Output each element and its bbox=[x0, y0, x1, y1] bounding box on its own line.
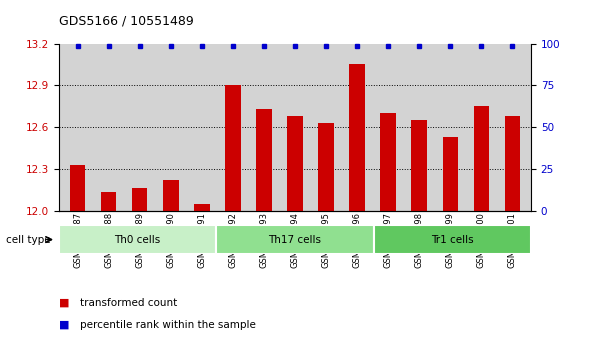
Bar bbox=[225, 85, 241, 211]
Bar bbox=[101, 192, 116, 211]
Bar bbox=[59, 225, 217, 254]
Bar bbox=[163, 180, 179, 211]
Text: cell type: cell type bbox=[6, 234, 51, 245]
Bar bbox=[70, 165, 86, 211]
Text: ■: ■ bbox=[59, 320, 70, 330]
Text: percentile rank within the sample: percentile rank within the sample bbox=[80, 320, 255, 330]
Text: transformed count: transformed count bbox=[80, 298, 177, 308]
Bar bbox=[474, 106, 489, 211]
Bar bbox=[349, 65, 365, 211]
Bar bbox=[256, 109, 272, 211]
Text: Tr1 cells: Tr1 cells bbox=[431, 234, 474, 245]
Bar bbox=[411, 120, 427, 211]
Bar bbox=[287, 116, 303, 211]
Bar bbox=[504, 116, 520, 211]
Bar bbox=[373, 225, 531, 254]
Bar bbox=[217, 225, 373, 254]
Text: Th0 cells: Th0 cells bbox=[114, 234, 161, 245]
Bar bbox=[318, 123, 334, 211]
Bar bbox=[194, 204, 209, 211]
Text: GDS5166 / 10551489: GDS5166 / 10551489 bbox=[59, 15, 194, 28]
Text: ■: ■ bbox=[59, 298, 70, 308]
Bar bbox=[442, 137, 458, 211]
Bar bbox=[381, 113, 396, 211]
Text: Th17 cells: Th17 cells bbox=[268, 234, 322, 245]
Bar bbox=[132, 188, 148, 211]
